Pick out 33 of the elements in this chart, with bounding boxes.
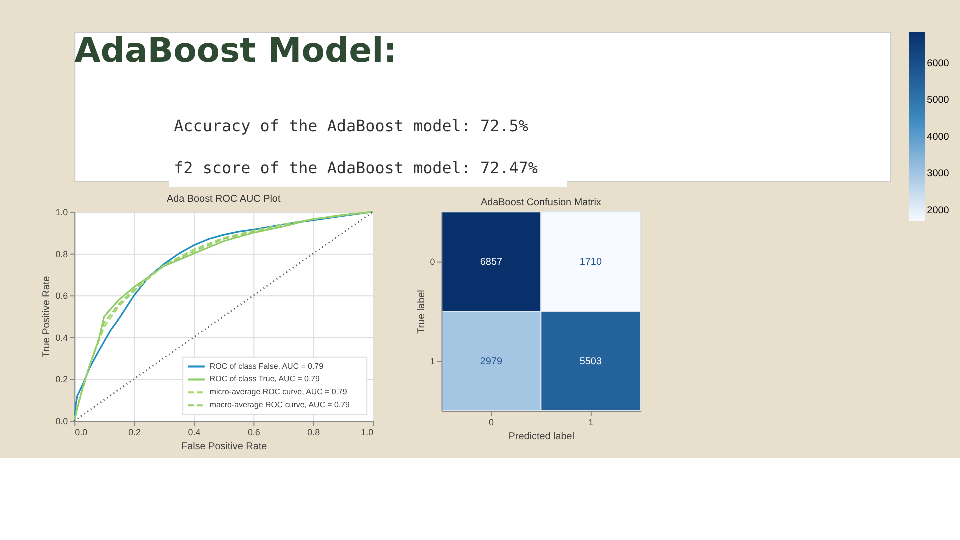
- y-axis-title: True label: [416, 290, 428, 334]
- text: Accuracy of the AdaBoost model: 72.5%: [174, 116, 529, 136]
- y-tick-label: 0.6: [56, 291, 68, 302]
- chart-title: AdaBoost Confusion Matrix: [480, 198, 602, 209]
- color-bar-label: 5000: [927, 95, 950, 106]
- y-axis-title: True Positive Rate: [42, 276, 53, 358]
- data-label: 1710: [580, 256, 602, 268]
- x-axis-title: Predicted label: [508, 431, 575, 442]
- y-tick-label: 0.2: [56, 374, 68, 385]
- x-tick-label: 0.4: [188, 427, 201, 438]
- x-tick-label: 0.8: [308, 427, 320, 438]
- legend-label: ROC of class False, AUC = 0.79: [210, 362, 324, 371]
- data-label: 5503: [580, 356, 602, 368]
- x-tick-label: 1.0: [361, 427, 374, 438]
- chart-title: Ada Boost ROC AUC Plot: [166, 194, 281, 206]
- legend-label: ROC of class True, AUC = 0.79: [210, 374, 321, 384]
- data-label: 6857: [480, 256, 503, 268]
- data-label: 2979: [480, 356, 503, 368]
- y-tick-label: 0.4: [56, 332, 68, 343]
- y-tick-label: 0.8: [56, 249, 68, 260]
- x-tick-label: 0.2: [128, 427, 142, 438]
- y-tick-label: 1.0: [56, 208, 68, 218]
- x-tick-label: 0.0: [75, 427, 88, 438]
- x-tick-label: 0.6: [248, 427, 260, 438]
- x-axis-title: False Positive Rate: [182, 441, 268, 452]
- color-bar-label: 6000: [927, 58, 950, 70]
- color-bar-label: 3000: [927, 168, 950, 180]
- text: AdaBoost Model:: [74, 30, 398, 70]
- color-bar-label: 4000: [927, 132, 950, 143]
- legend-label: micro-average ROC curve, AUC = 0.79: [210, 388, 348, 397]
- legend-label: macro-average ROC curve, AUC = 0.79: [210, 400, 351, 410]
- text: f2 score of the AdaBoost model: 72.47%: [174, 158, 538, 178]
- color-bar-label: 2000: [927, 205, 950, 216]
